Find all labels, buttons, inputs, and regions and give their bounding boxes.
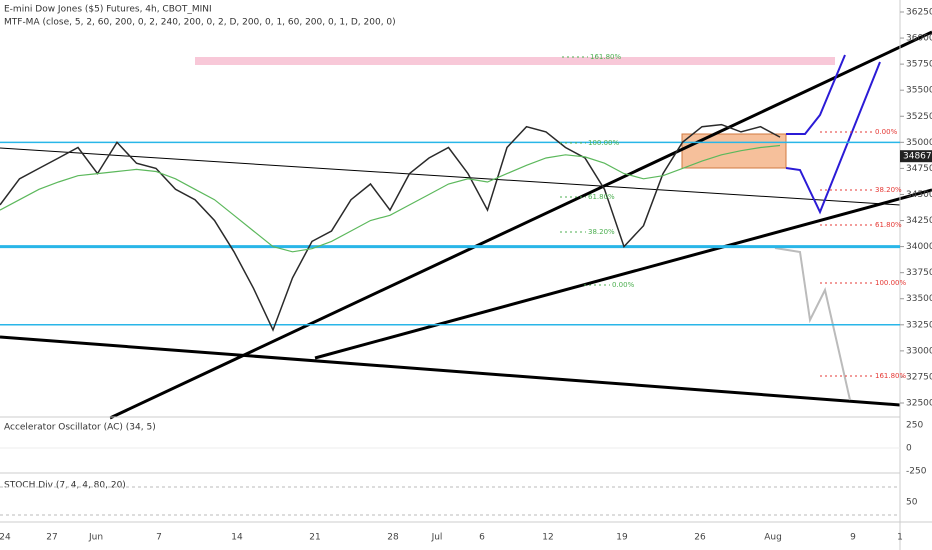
y-tick-label: 35500 — [906, 86, 932, 96]
x-tick-label: 9 — [850, 533, 856, 543]
fib-label: 100.00% — [588, 139, 619, 147]
target-zone — [195, 57, 835, 65]
projection — [774, 247, 851, 401]
ac-tick-label: -250 — [906, 467, 927, 477]
y-tick-label: 32500 — [906, 399, 932, 409]
fib-label: 0.00% — [875, 128, 898, 136]
indicator-label: MTF-MA (close, 5, 2, 60, 200, 0, 2, 240,… — [4, 18, 396, 28]
price-line — [0, 123, 781, 332]
trend-lines — [0, 30, 932, 420]
x-tick-label: Jun — [88, 533, 103, 543]
moving-average — [0, 144, 781, 253]
trend-line — [0, 147, 901, 206]
y-tick-label: 34750 — [906, 164, 932, 174]
x-tick-label: 26 — [694, 533, 706, 543]
projection — [785, 61, 881, 215]
fib-label: 38.20% — [588, 228, 615, 236]
x-tick-label: 19 — [616, 533, 628, 543]
x-tick-label: 21 — [309, 533, 320, 543]
x-tick-label: 24 — [0, 533, 11, 543]
ac-tick-label: 0 — [906, 444, 912, 454]
fib-label: 161.80% — [875, 372, 906, 380]
x-tick-label: 7 — [156, 533, 162, 543]
x-tick-label: Aug — [764, 533, 782, 543]
ac-tick-label: 250 — [906, 421, 923, 431]
y-tick-label: 36000 — [906, 34, 932, 44]
trend-line — [109, 30, 932, 420]
price-tag — [900, 150, 932, 163]
fib-label: 161.80% — [590, 53, 621, 61]
y-tick-label: 35000 — [906, 138, 932, 148]
fib-label: 61.80% — [875, 221, 902, 229]
trend-line — [314, 188, 932, 360]
y-tick-label: 35250 — [906, 112, 932, 122]
x-tick-label: 6 — [479, 533, 485, 543]
y-tick-label: 32750 — [906, 372, 932, 382]
x-tick-label: 14 — [231, 533, 243, 543]
trend-line — [0, 335, 901, 407]
indicator-label: Accelerator Oscillator (AC) (34, 5) — [4, 423, 156, 433]
fib-label: 100.00% — [875, 279, 906, 287]
y-tick-label: 36250 — [906, 7, 932, 17]
indicator-label: STOCH Div (7, 4, 4, 80, 20) — [4, 481, 126, 491]
y-tick-label: 33250 — [906, 320, 932, 330]
chart-title: E-mini Dow Jones ($5) Futures, 4h, CBOT_… — [4, 5, 212, 15]
y-tick-label: 33750 — [906, 268, 932, 278]
x-tick-label: 28 — [387, 533, 399, 543]
y-tick-label: 33500 — [906, 294, 932, 304]
fib-label: 38.20% — [875, 186, 902, 194]
y-tick-label: 33000 — [906, 346, 932, 356]
fib-label: 0.00% — [612, 281, 635, 289]
price-tag-label: 34867 — [903, 152, 932, 162]
x-tick-label: 12 — [542, 533, 553, 543]
fib-label: 61.80% — [588, 193, 615, 201]
x-tick-label: 27 — [46, 533, 57, 543]
y-tick-label: 34000 — [906, 242, 932, 252]
x-tick-label: 1 — [897, 533, 903, 543]
y-tick-label: 34500 — [906, 190, 932, 200]
stoch-tick-label: 50 — [906, 498, 918, 508]
x-tick-label: Jul — [431, 533, 443, 543]
projection — [786, 54, 846, 135]
y-tick-label: 35750 — [906, 60, 932, 70]
y-tick-label: 34250 — [906, 216, 932, 226]
